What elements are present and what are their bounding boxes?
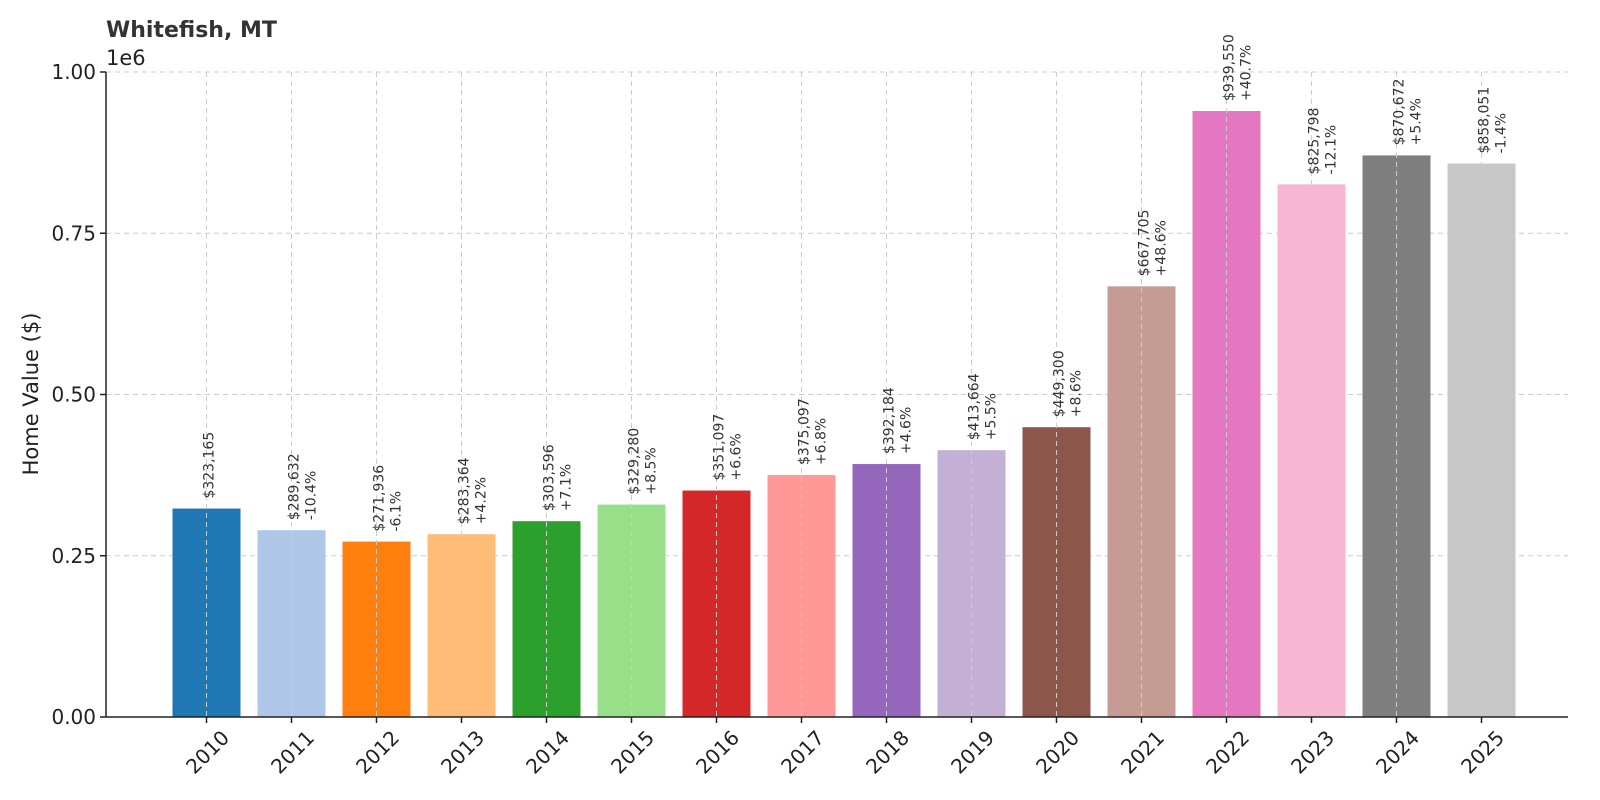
bar-2021: [1107, 286, 1176, 717]
change-label-2018: +4.6%: [899, 407, 915, 454]
y-tick-label: 1.00: [51, 60, 96, 84]
value-label-2015: $329,280: [627, 428, 643, 495]
change-label-2021: +48.6%: [1154, 220, 1170, 276]
value-label-2017: $375,097: [797, 398, 813, 465]
x-tick-label: 2012: [351, 726, 404, 779]
x-ticks: 2010 2011 2012 2013 2014 2015 2016 2017 2018 2019…: [181, 717, 1509, 779]
y-tick-label: 0.50: [51, 383, 96, 407]
value-label-2022: $939,550: [1222, 34, 1238, 101]
change-label-2013: +4.2%: [474, 477, 490, 524]
value-label-2013: $283,364: [457, 457, 473, 524]
x-tick-label: 2018: [861, 726, 914, 779]
change-label-2025: -1.4%: [1494, 113, 1510, 154]
value-label-2011: $289,632: [287, 453, 303, 520]
change-label-2012: -6.1%: [389, 491, 405, 532]
y-ticks: 0.00 0.25 0.50 0.75 1.00: [51, 60, 106, 729]
change-label-2016: +6.6%: [729, 433, 745, 480]
value-label-2019: $413,664: [967, 373, 983, 440]
y-axis-label: Home Value ($): [19, 313, 43, 476]
value-label-2024: $870,672: [1392, 79, 1408, 146]
x-tick-label: 2013: [436, 726, 489, 779]
x-tick-label: 2025: [1456, 726, 1509, 779]
change-label-2017: +6.8%: [814, 418, 830, 465]
bar-2019: [937, 450, 1006, 717]
grid-lines: [106, 71, 1568, 557]
change-label-2023: -12.1%: [1324, 125, 1340, 175]
x-tick-label: 2015: [606, 726, 659, 779]
change-label-2024: +5.4%: [1409, 98, 1425, 145]
value-label-2014: $303,596: [542, 444, 558, 511]
value-label-2025: $858,051: [1477, 87, 1493, 154]
change-label-2022: +40.7%: [1239, 45, 1255, 101]
x-tick-label: 2024: [1371, 726, 1424, 779]
x-tick-label: 2023: [1286, 726, 1339, 779]
y-axis-scale-label: 1e6: [106, 46, 146, 70]
x-tick-label: 2020: [1031, 726, 1084, 779]
y-tick-label: 0.00: [51, 705, 96, 729]
value-label-2023: $825,798: [1307, 108, 1323, 175]
x-tick-label: 2022: [1201, 726, 1254, 779]
change-label-2014: +7.1%: [559, 464, 575, 511]
x-tick-label: 2011: [266, 726, 319, 779]
change-label-2019: +5.5%: [984, 393, 1000, 440]
y-tick-label: 0.75: [51, 221, 96, 245]
x-tick-label: 2010: [181, 726, 234, 779]
x-tick-label: 2016: [691, 726, 744, 779]
data-labels: $323,165 $289,632 -10.4% $271,936 -6.1% $283,…: [202, 34, 1510, 531]
x-tick-label: 2021: [1116, 726, 1169, 779]
bars: [172, 110, 1516, 718]
value-label-2010: $323,165: [202, 432, 218, 499]
value-label-2018: $392,184: [882, 387, 898, 454]
change-label-2020: +8.6%: [1069, 370, 1085, 417]
value-label-2016: $351,097: [712, 414, 728, 481]
change-label-2011: -10.4%: [304, 471, 320, 521]
x-tick-label: 2017: [776, 726, 829, 779]
x-tick-label: 2014: [521, 726, 574, 779]
change-label-2015: +8.5%: [644, 447, 660, 494]
value-label-2020: $449,300: [1052, 350, 1068, 417]
value-label-2021: $667,705: [1137, 210, 1153, 277]
value-label-2012: $271,936: [372, 465, 388, 532]
x-tick-label: 2019: [946, 726, 999, 779]
y-tick-label: 0.25: [51, 544, 96, 568]
chart-title: Whitefish, MT: [106, 18, 277, 43]
